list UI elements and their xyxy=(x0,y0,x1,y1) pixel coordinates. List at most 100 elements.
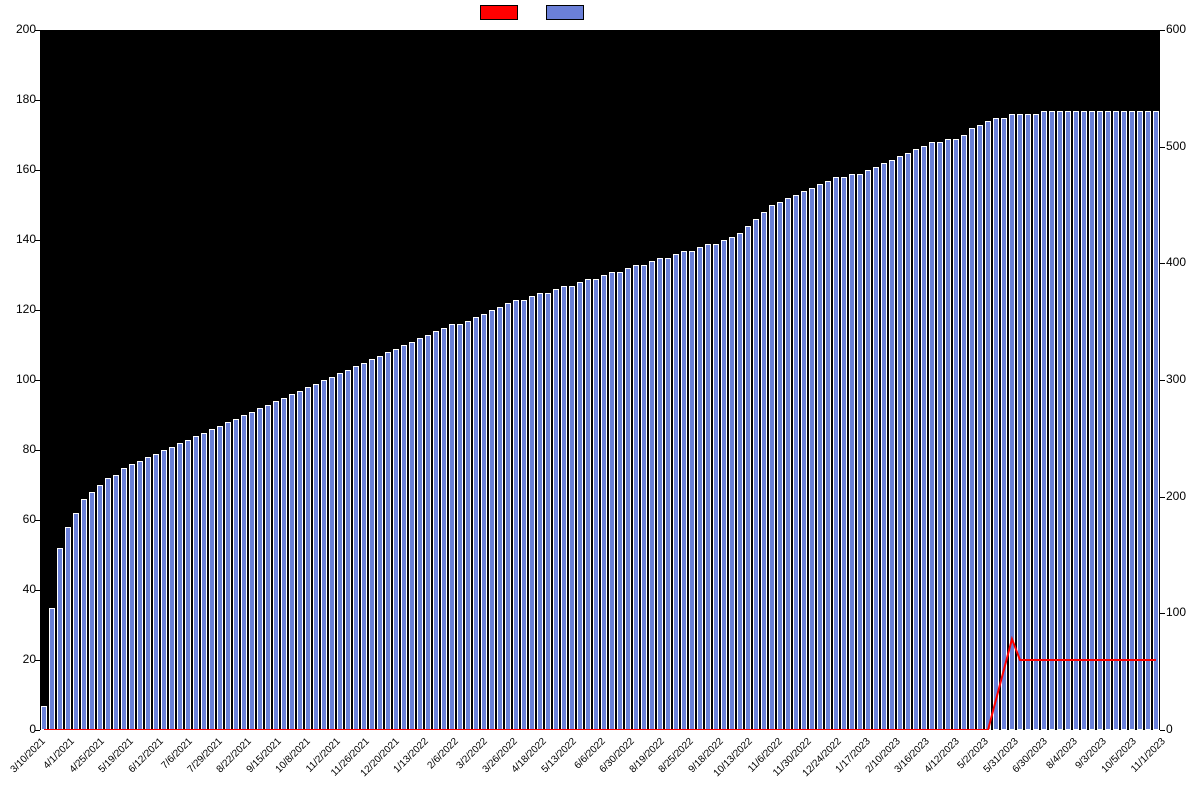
bar xyxy=(849,174,856,731)
bar xyxy=(265,405,272,731)
bar xyxy=(585,279,592,731)
bar xyxy=(785,198,792,730)
bar xyxy=(537,293,544,731)
bar xyxy=(1073,111,1080,731)
bar xyxy=(441,328,448,731)
bar xyxy=(249,412,256,731)
bar xyxy=(169,447,176,731)
bar xyxy=(449,324,456,730)
bar xyxy=(545,293,552,731)
bar xyxy=(617,272,624,731)
bar xyxy=(1097,111,1104,731)
bar xyxy=(521,300,528,731)
bar xyxy=(153,454,160,731)
bar xyxy=(81,499,88,730)
bar xyxy=(1041,111,1048,731)
bar xyxy=(1105,111,1112,731)
y-right-tick-label: 0 xyxy=(1166,722,1198,736)
bar xyxy=(985,121,992,730)
y-left-tick-label: 60 xyxy=(4,512,36,526)
bar xyxy=(937,142,944,730)
bar xyxy=(481,314,488,731)
y-left-tick-label: 40 xyxy=(4,582,36,596)
bar xyxy=(129,464,136,730)
bar xyxy=(801,191,808,730)
bar xyxy=(1145,111,1152,731)
bar xyxy=(681,251,688,731)
y-right-tick-label: 500 xyxy=(1166,139,1198,153)
bar xyxy=(1065,111,1072,731)
y-left-tick-label: 180 xyxy=(4,92,36,106)
bar xyxy=(313,384,320,731)
bar xyxy=(201,433,208,731)
bar xyxy=(41,706,48,731)
y-left-tick-label: 140 xyxy=(4,232,36,246)
bar xyxy=(513,300,520,731)
y-left-tick-label: 160 xyxy=(4,162,36,176)
bar xyxy=(433,331,440,730)
bar xyxy=(233,419,240,731)
bar xyxy=(905,153,912,731)
bar xyxy=(65,527,72,730)
bar xyxy=(577,282,584,730)
y-left-tick-label: 200 xyxy=(4,22,36,36)
bar xyxy=(473,317,480,730)
bar xyxy=(657,258,664,731)
bar xyxy=(649,261,656,730)
y-left-tick-label: 20 xyxy=(4,652,36,666)
bar xyxy=(57,548,64,730)
bar xyxy=(177,443,184,730)
chart-container: 020406080100120140160180200 010020030040… xyxy=(0,0,1200,800)
bar xyxy=(817,184,824,730)
bar xyxy=(49,608,56,731)
bar xyxy=(609,272,616,731)
bar xyxy=(1025,114,1032,730)
bar xyxy=(1049,111,1056,731)
bar xyxy=(1017,114,1024,730)
y-right-tick-label: 600 xyxy=(1166,22,1198,36)
bar xyxy=(417,338,424,730)
bar xyxy=(881,163,888,730)
bar xyxy=(345,370,352,731)
bar xyxy=(833,177,840,730)
bar xyxy=(593,279,600,731)
bar xyxy=(1033,114,1040,730)
y-right-tick-label: 200 xyxy=(1166,489,1198,503)
bar xyxy=(273,401,280,730)
bar xyxy=(393,349,400,731)
bar xyxy=(761,212,768,730)
bar xyxy=(193,436,200,730)
bar xyxy=(281,398,288,731)
y-left-tick-label: 0 xyxy=(4,722,36,736)
bar xyxy=(945,139,952,731)
bar xyxy=(673,254,680,730)
bar xyxy=(185,440,192,731)
bar xyxy=(1057,111,1064,731)
legend-item-bar xyxy=(546,5,584,20)
bar xyxy=(489,310,496,730)
bar xyxy=(529,296,536,730)
bar xyxy=(337,373,344,730)
bar xyxy=(465,321,472,731)
y-right-tick-label: 300 xyxy=(1166,372,1198,386)
bar xyxy=(913,149,920,730)
legend-swatch-blue xyxy=(546,5,584,20)
bar xyxy=(721,240,728,730)
y-right-tick-label: 400 xyxy=(1166,255,1198,269)
bar xyxy=(297,391,304,731)
bar xyxy=(929,142,936,730)
bar xyxy=(897,156,904,730)
legend xyxy=(480,5,584,20)
bar xyxy=(401,345,408,730)
bar xyxy=(625,268,632,730)
bar xyxy=(209,429,216,730)
bar xyxy=(457,324,464,730)
bar xyxy=(713,244,720,731)
bar xyxy=(1081,111,1088,731)
bar xyxy=(953,139,960,731)
bar xyxy=(1121,111,1128,731)
bar xyxy=(329,377,336,731)
bar xyxy=(1001,118,1008,731)
bar xyxy=(569,286,576,731)
bar xyxy=(353,366,360,730)
